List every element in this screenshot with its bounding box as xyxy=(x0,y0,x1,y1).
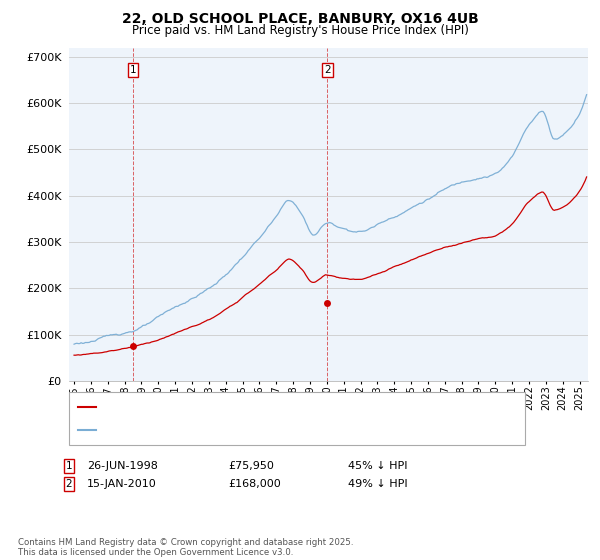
Text: Price paid vs. HM Land Registry's House Price Index (HPI): Price paid vs. HM Land Registry's House … xyxy=(131,24,469,36)
Text: 45% ↓ HPI: 45% ↓ HPI xyxy=(348,461,407,471)
Text: 1: 1 xyxy=(130,65,136,75)
Text: 22, OLD SCHOOL PLACE, BANBURY, OX16 4UB: 22, OLD SCHOOL PLACE, BANBURY, OX16 4UB xyxy=(122,12,478,26)
Text: 49% ↓ HPI: 49% ↓ HPI xyxy=(348,479,407,489)
Text: 1: 1 xyxy=(65,461,73,471)
Text: 15-JAN-2010: 15-JAN-2010 xyxy=(87,479,157,489)
Text: 26-JUN-1998: 26-JUN-1998 xyxy=(87,461,158,471)
Text: Contains HM Land Registry data © Crown copyright and database right 2025.
This d: Contains HM Land Registry data © Crown c… xyxy=(18,538,353,557)
Text: HPI: Average price, detached house, Cherwell: HPI: Average price, detached house, Cher… xyxy=(101,425,340,435)
Text: 2: 2 xyxy=(324,65,331,75)
Text: 22, OLD SCHOOL PLACE, BANBURY, OX16 4UB (detached house): 22, OLD SCHOOL PLACE, BANBURY, OX16 4UB … xyxy=(101,402,436,412)
Text: £168,000: £168,000 xyxy=(228,479,281,489)
Text: 2: 2 xyxy=(65,479,73,489)
Text: £75,950: £75,950 xyxy=(228,461,274,471)
